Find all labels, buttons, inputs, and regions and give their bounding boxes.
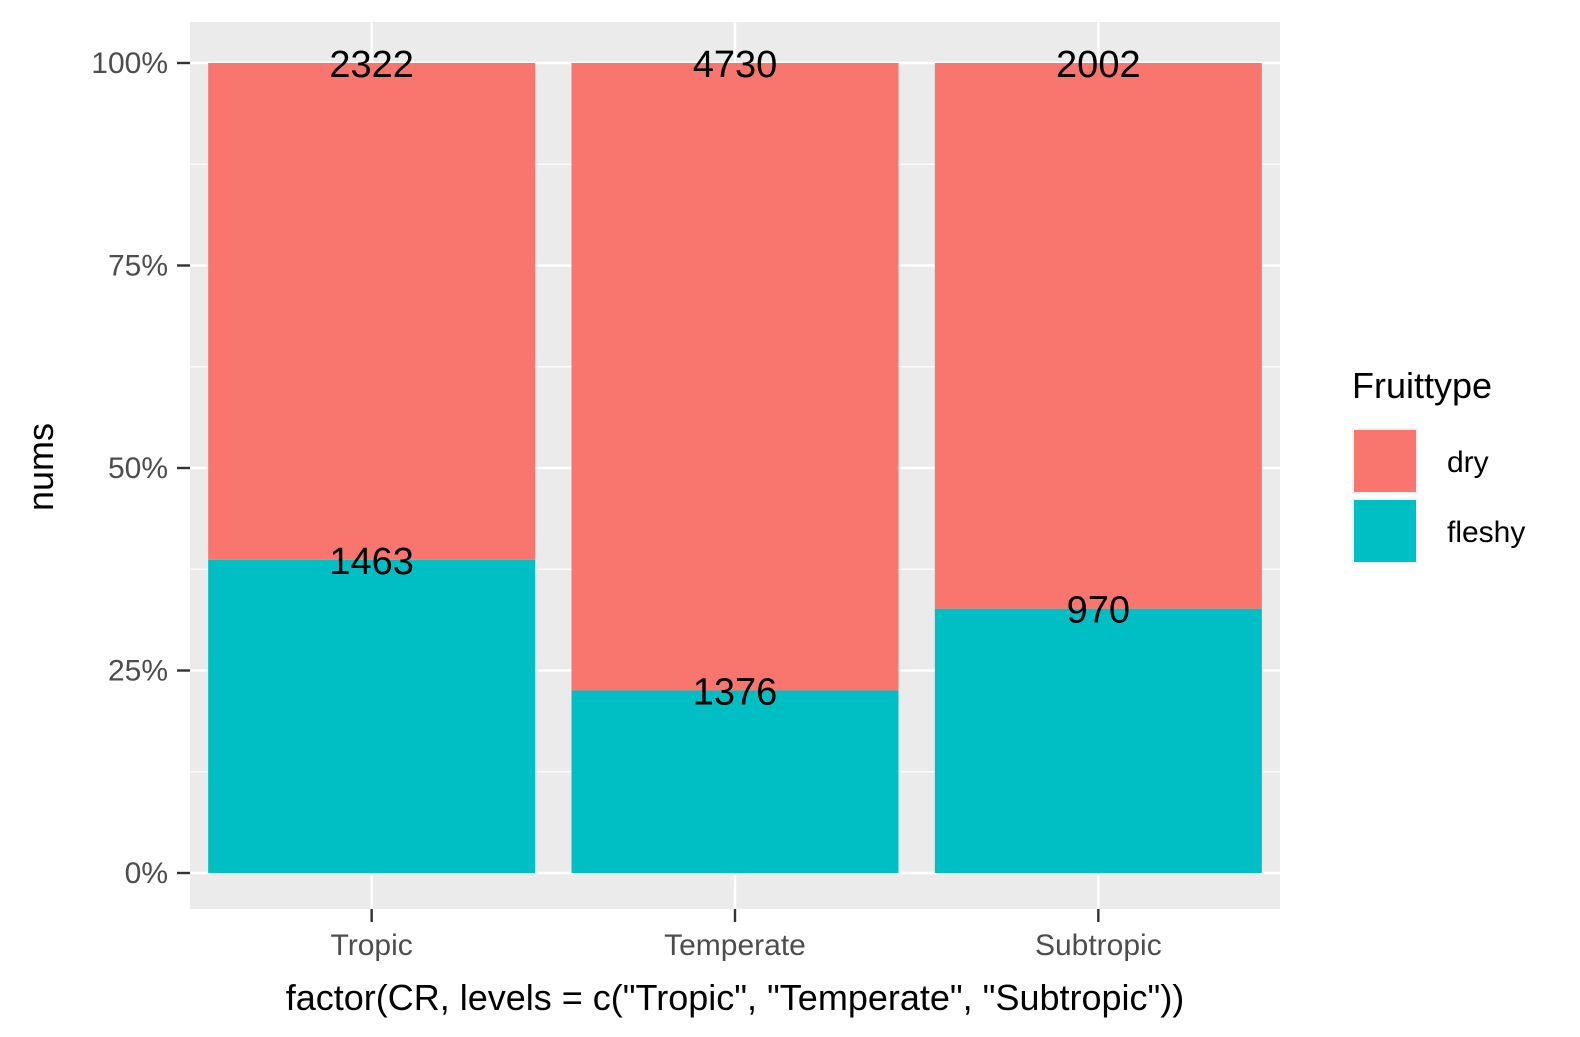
x-axis-title: factor(CR, levels = c("Tropic", "Tempera… — [286, 977, 1185, 1018]
bars — [208, 63, 1262, 873]
x-tick-label: Temperate — [664, 929, 806, 962]
bar-fleshy-subtropic — [934, 608, 1262, 873]
legend: Fruittype dry fleshy — [1352, 365, 1525, 564]
y-tick-label: 25% — [108, 655, 168, 688]
data-label-fleshy-temperate: 1376 — [693, 671, 778, 713]
y-tick-label: 100% — [91, 47, 168, 80]
data-labels: 1463 2322 1376 4730 970 2002 — [329, 44, 1140, 713]
bar-dry-temperate — [571, 63, 899, 691]
legend-label-fleshy: fleshy — [1447, 516, 1525, 549]
data-label-dry-temperate: 4730 — [693, 44, 778, 86]
x-axis: Tropic Temperate Subtropic — [331, 909, 1162, 962]
bar-dry-tropic — [208, 63, 536, 560]
y-tick-label: 0% — [125, 857, 168, 890]
x-tick-label: Tropic — [331, 929, 413, 962]
y-tick-label: 50% — [108, 452, 168, 485]
legend-key-fleshy — [1354, 500, 1416, 562]
bar-fleshy-temperate — [571, 690, 899, 873]
legend-title: Fruittype — [1352, 365, 1492, 406]
y-axis-title: nums — [20, 423, 61, 511]
data-label-fleshy-tropic: 1463 — [329, 541, 414, 583]
data-label-fleshy-subtropic: 970 — [1067, 590, 1130, 632]
bar-fleshy-tropic — [208, 559, 536, 873]
bar-dry-subtropic — [934, 63, 1262, 609]
legend-label-dry: dry — [1447, 446, 1489, 479]
y-tick-label: 75% — [108, 250, 168, 283]
x-tick-label: Subtropic — [1035, 929, 1162, 962]
legend-key-dry — [1354, 430, 1416, 492]
y-axis: 0% 25% 50% 75% 100% — [91, 47, 190, 890]
data-label-dry-tropic: 2322 — [329, 44, 414, 86]
data-label-dry-subtropic: 2002 — [1056, 44, 1141, 86]
